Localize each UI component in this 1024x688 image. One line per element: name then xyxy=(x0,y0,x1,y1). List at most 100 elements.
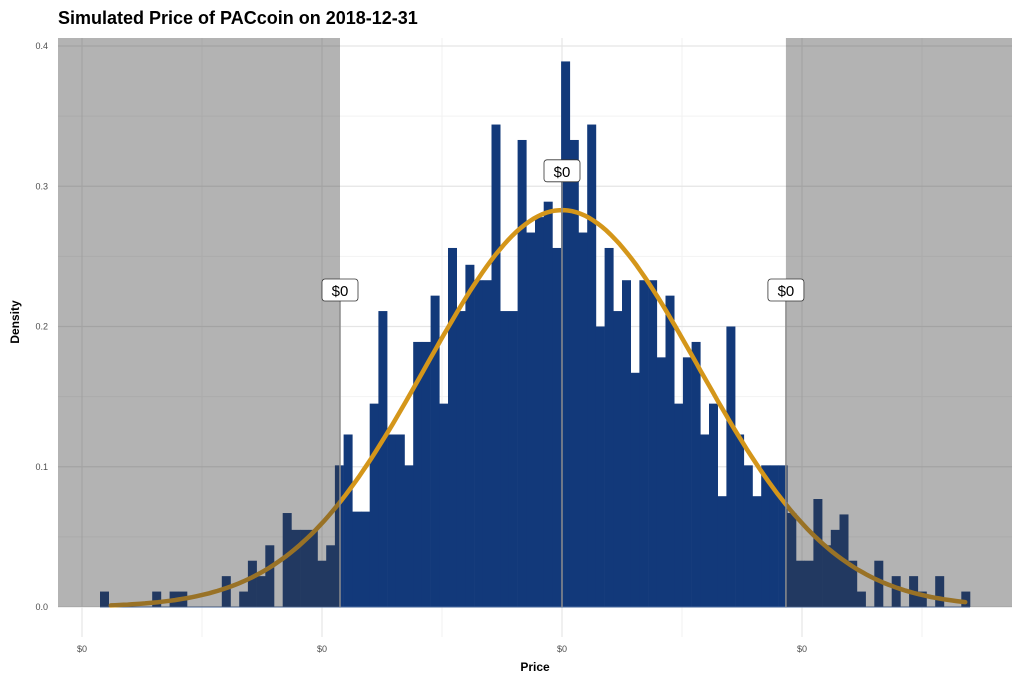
histogram-bar xyxy=(665,295,675,607)
y-tick-label: 0.4 xyxy=(35,41,48,51)
histogram-bar xyxy=(578,232,588,607)
histogram-bar xyxy=(726,326,736,607)
histogram-bar xyxy=(239,591,249,607)
histogram-bar xyxy=(700,434,710,607)
histogram-bar xyxy=(430,295,440,607)
histogram-bar xyxy=(482,280,492,607)
histogram-bar xyxy=(778,465,788,607)
histogram-bar xyxy=(361,511,370,607)
histogram-bar xyxy=(465,264,475,607)
shaded-tail-region xyxy=(58,38,340,607)
histogram-bar xyxy=(822,545,832,607)
histogram-bar xyxy=(630,372,640,607)
y-tick-label: 0.0 xyxy=(35,602,48,612)
histogram-bar xyxy=(613,311,623,607)
histogram-bar xyxy=(369,403,379,607)
histogram-bar xyxy=(874,560,884,607)
histogram-bar xyxy=(761,465,771,607)
histogram-bar xyxy=(395,434,405,607)
histogram-bar xyxy=(622,280,631,607)
histogram-bar xyxy=(282,513,292,607)
annotation-label: $0 xyxy=(332,283,349,300)
histogram-bar xyxy=(265,545,275,607)
histogram-bar xyxy=(552,247,562,607)
histogram-bar xyxy=(378,311,388,607)
histogram-bar xyxy=(491,124,501,607)
histogram-bar xyxy=(709,403,718,607)
histogram-bar xyxy=(796,560,805,607)
histogram-bar xyxy=(674,403,684,607)
histogram-bar xyxy=(604,247,614,607)
histogram-bar xyxy=(387,434,397,607)
histogram-bar xyxy=(656,357,666,607)
histogram-bar xyxy=(508,311,518,607)
histogram-bar xyxy=(787,513,797,607)
histogram-bar xyxy=(256,576,266,607)
annotations: $0 $0 $0 xyxy=(321,159,805,607)
shaded-tail-region xyxy=(785,38,1012,607)
tick-labels: $0 $0 $0 $0 0.0 0.1 0.2 0.3 0.4 xyxy=(35,41,807,654)
histogram-bar xyxy=(413,341,423,607)
x-tick-label: $0 xyxy=(317,644,327,654)
histogram-bar xyxy=(595,326,605,607)
shaded-regions xyxy=(58,38,1012,607)
histogram-bar xyxy=(743,465,753,607)
histogram-bar xyxy=(300,529,310,607)
histogram-bar xyxy=(543,201,553,608)
histogram-bar xyxy=(752,496,762,607)
histogram-bar xyxy=(526,232,536,607)
histogram-bar xyxy=(769,465,779,607)
histogram-bar xyxy=(448,247,457,607)
x-tick-label: $0 xyxy=(77,644,87,654)
histogram-bar xyxy=(535,217,544,608)
histogram-bar xyxy=(152,591,162,607)
histogram-bar xyxy=(352,511,362,607)
histogram-bar xyxy=(830,529,840,607)
annotation-label: $0 xyxy=(554,164,571,181)
histogram-bar xyxy=(917,591,927,607)
histogram-bar xyxy=(221,576,231,607)
histogram-bar xyxy=(500,311,510,607)
density-curve xyxy=(108,207,968,608)
x-axis-title: Price xyxy=(520,660,550,674)
histogram-bar xyxy=(439,403,449,607)
histogram-bar xyxy=(569,139,579,607)
histogram-bar xyxy=(717,496,727,607)
x-tick-label: $0 xyxy=(797,644,807,654)
histogram-bar xyxy=(100,591,109,607)
histogram-bar xyxy=(856,591,866,607)
y-tick-label: 0.1 xyxy=(35,462,48,472)
histogram-bar xyxy=(648,280,658,607)
x-tick-label: $0 xyxy=(557,644,567,654)
histogram-bar xyxy=(587,124,597,607)
y-tick-label: 0.2 xyxy=(35,322,48,332)
histogram-bar xyxy=(848,560,858,607)
histogram-bar xyxy=(691,341,701,607)
annotation-label: $0 xyxy=(778,283,795,300)
histogram-bar xyxy=(317,560,327,607)
density-curve-layer xyxy=(108,207,968,608)
histogram-bar xyxy=(308,529,318,607)
histogram-bar xyxy=(961,591,971,607)
histogram-bar xyxy=(813,499,823,607)
histogram-bar xyxy=(891,576,901,607)
histogram-bar xyxy=(421,341,431,607)
histogram-bar xyxy=(291,529,301,607)
histogram-bar xyxy=(326,545,336,607)
histogram-bar xyxy=(247,560,257,607)
annotation-label-box xyxy=(543,159,581,183)
histogram-bar xyxy=(935,576,945,607)
histogram-bar xyxy=(639,280,649,607)
histogram-bar xyxy=(404,465,414,607)
y-tick-label: 0.3 xyxy=(35,181,48,191)
histogram-bar xyxy=(474,280,484,607)
bars xyxy=(100,61,971,608)
y-axis-title: Density xyxy=(8,300,22,344)
histogram-bar xyxy=(517,139,527,607)
histogram-bar xyxy=(343,434,353,607)
histogram-bar xyxy=(735,434,745,607)
histogram-bar xyxy=(804,560,814,607)
chart-title: Simulated Price of PACcoin on 2018-12-31 xyxy=(58,8,418,28)
annotation-label-box xyxy=(321,278,359,302)
annotation-label-box xyxy=(767,278,805,302)
